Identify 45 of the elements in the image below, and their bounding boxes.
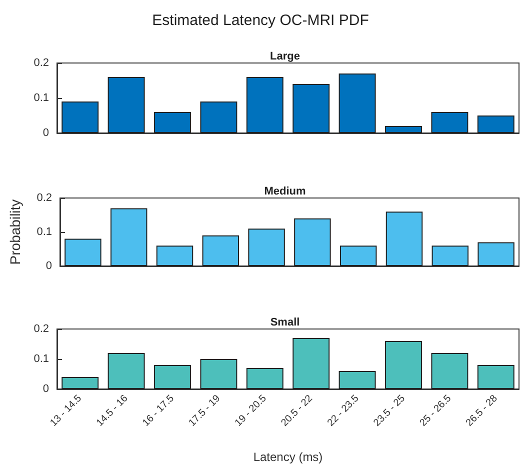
y-tick-label: 0.2: [36, 192, 52, 204]
y-tick-label: 0.2: [34, 57, 49, 69]
bar: [292, 84, 330, 133]
y-axis-title: Probability: [7, 199, 23, 265]
bar: [154, 112, 191, 133]
y-tick-label: 0.1: [36, 226, 52, 238]
bar: [108, 353, 145, 389]
x-axis-title: Latency (ms): [253, 450, 323, 464]
bar: [200, 102, 238, 133]
bar: [246, 368, 284, 389]
bar: [64, 238, 102, 266]
bar: [292, 338, 330, 389]
bar: [431, 112, 468, 133]
bar: [62, 377, 99, 389]
bar: [338, 74, 376, 133]
y-tick-label: 0: [46, 260, 52, 272]
y-tick-label: 0.1: [34, 353, 49, 365]
chart-subtitle: Medium: [264, 186, 306, 198]
bar: [248, 228, 285, 266]
y-tick-label: 0.2: [34, 323, 49, 335]
bar: [62, 102, 99, 133]
y-tick-label: 0: [42, 383, 49, 395]
bar: [478, 242, 514, 266]
bar: [294, 218, 331, 266]
chart-title: Estimated Latency OC-MRI PDF: [152, 12, 369, 29]
bar: [477, 365, 514, 389]
bar: [110, 208, 148, 266]
bar: [385, 126, 422, 133]
bar: [432, 246, 469, 266]
bar: [385, 341, 422, 389]
bar: [431, 353, 468, 389]
y-tick-label: 0.1: [34, 92, 49, 104]
bar: [340, 246, 377, 266]
chart-subtitle: Small: [270, 316, 300, 328]
bar: [154, 365, 191, 389]
chart-subtitle: Large: [270, 50, 300, 62]
bar: [386, 212, 423, 266]
bar: [156, 246, 194, 266]
y-tick-label: 0: [42, 127, 49, 139]
bar: [108, 77, 145, 133]
bar: [202, 235, 240, 266]
bar: [200, 359, 238, 389]
bar: [338, 371, 376, 389]
bar: [477, 116, 514, 133]
bar: [246, 77, 284, 133]
